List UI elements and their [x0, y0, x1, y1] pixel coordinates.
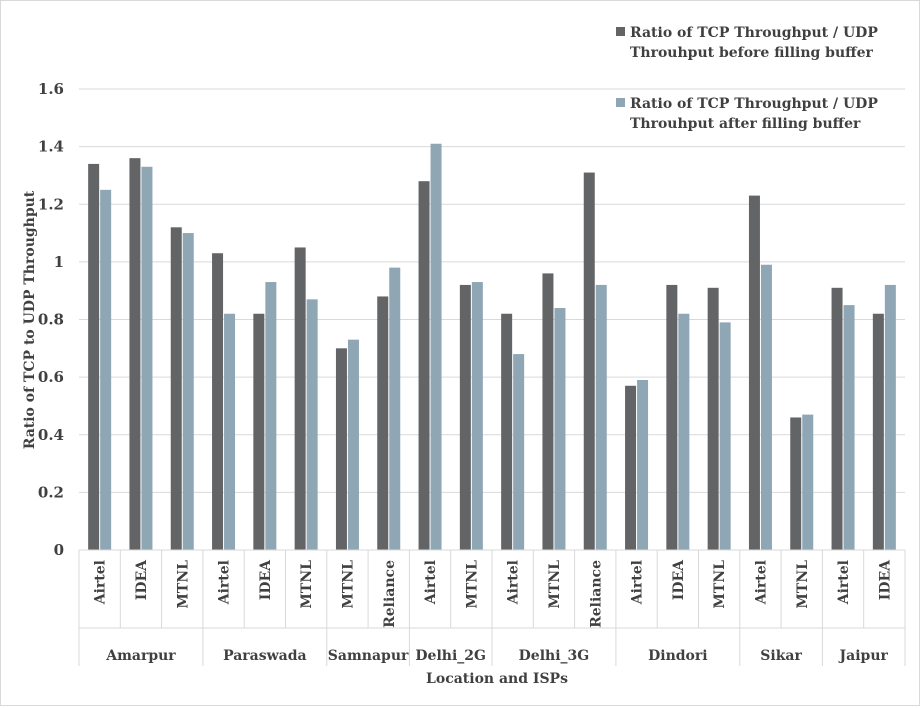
- bar-series-2: [182, 233, 194, 550]
- bar-series-2: [554, 307, 566, 550]
- y-tick-label: 0: [54, 541, 64, 559]
- bar-series-2: [678, 313, 690, 550]
- bar-series-1: [625, 385, 637, 550]
- x-axis: Airtel IDEA MTNL Airtel IDEA MTNL MTNL Reliance…: [78, 549, 906, 666]
- bars: [88, 143, 896, 551]
- y-tick-label: 1.6: [38, 80, 64, 98]
- bar-series-1: [748, 195, 760, 550]
- bar-series-1: [459, 284, 471, 550]
- bar-series-2: [760, 264, 772, 550]
- bar-series-2: [843, 305, 855, 550]
- legend-label: Ratio of TCP Throughput / UDP: [630, 25, 878, 41]
- bar-series-2: [719, 322, 731, 550]
- x-category-label: MTNL: [547, 560, 563, 609]
- bar-series-1: [501, 313, 513, 550]
- legend-swatch: [616, 27, 625, 36]
- x-group-label: Delhi_3G: [519, 648, 590, 664]
- x-category-label: MTNL: [340, 560, 356, 609]
- bar-series-2: [389, 267, 401, 550]
- bar-series-2: [306, 299, 318, 550]
- y-tick-label: 1.4: [38, 138, 64, 156]
- x-category-label: Airtel: [423, 560, 439, 605]
- bar-series-1: [583, 172, 595, 550]
- x-category-label: Reliance: [588, 560, 604, 628]
- gridlines: [79, 88, 905, 551]
- x-group-label: Amarpur: [105, 648, 176, 664]
- x-category-label: Airtel: [836, 560, 852, 605]
- y-tick-label: 1.2: [38, 195, 64, 213]
- x-category-label: Airtel: [93, 560, 109, 605]
- x-category-label: Airtel: [630, 560, 646, 605]
- bar-series-2: [513, 354, 525, 550]
- bar-series-1: [831, 287, 843, 550]
- x-category-label: IDEA: [877, 559, 893, 600]
- x-category-label: MTNL: [795, 560, 811, 609]
- y-tick-label: 0.6: [38, 368, 64, 386]
- x-category-label: Airtel: [506, 560, 522, 605]
- x-category-label: IDEA: [258, 559, 274, 600]
- y-axis-title: Ratio of TCP to UDP Throughput: [22, 190, 38, 449]
- bar-series-1: [666, 284, 678, 550]
- bar-series-2: [471, 282, 483, 550]
- bar-series-1: [707, 287, 719, 550]
- bar-series-1: [542, 273, 554, 550]
- bar-series-2: [141, 166, 153, 550]
- x-group-label: Samnapur: [328, 648, 409, 664]
- bar-series-2: [265, 282, 277, 550]
- bar-series-1: [377, 296, 389, 550]
- x-category-label: MTNL: [464, 560, 480, 609]
- x-axis-title: Location and ISPs: [426, 671, 568, 687]
- x-category-label: MTNL: [712, 560, 728, 609]
- bar-series-1: [294, 247, 306, 550]
- bar-series-2: [347, 339, 359, 550]
- y-tick-label: 0.4: [38, 426, 64, 444]
- bar-series-1: [212, 253, 224, 550]
- y-tick-label: 0.8: [38, 311, 64, 329]
- bar-series-1: [129, 158, 141, 550]
- bar-series-2: [884, 284, 896, 550]
- bar-series-2: [802, 414, 814, 550]
- legend: Ratio of TCP Throughput / UDP Throuhput b…: [616, 25, 878, 132]
- y-tick-label: 0.2: [38, 483, 64, 501]
- x-category-label: MTNL: [299, 560, 315, 609]
- bar-series-2: [595, 284, 607, 550]
- bar-series-1: [335, 348, 347, 550]
- bar-series-2: [224, 313, 236, 550]
- bar-series-2: [430, 143, 442, 550]
- bar-series-2: [100, 189, 112, 550]
- bar-series-1: [253, 313, 265, 550]
- x-category-label: Reliance: [382, 560, 398, 628]
- x-category-label: IDEA: [671, 559, 687, 600]
- legend-label: Throuhput after filling buffer: [630, 116, 861, 132]
- x-category-label: MTNL: [175, 560, 191, 609]
- bar-series-1: [790, 417, 802, 550]
- x-category-label: IDEA: [134, 559, 150, 600]
- x-group-label: Dindori: [648, 648, 707, 664]
- legend-swatch: [616, 98, 625, 107]
- bar-series-1: [88, 163, 100, 550]
- x-group-label: Sikar: [760, 648, 802, 664]
- x-group-label: Jaipur: [838, 648, 889, 664]
- x-group-label: Delhi_2G: [415, 648, 486, 664]
- bar-series-2: [637, 380, 649, 550]
- y-axis-ticks: 0 0.2 0.4 0.6 0.8 1 1.2 1.4 1.6: [38, 80, 64, 559]
- legend-label: Throuhput before filling buffer: [630, 45, 874, 61]
- bar-series-1: [170, 227, 182, 551]
- x-category-label: Airtel: [753, 560, 769, 605]
- x-category-label: Airtel: [217, 560, 233, 605]
- x-group-label: Paraswada: [223, 648, 307, 664]
- bar-series-1: [418, 181, 430, 550]
- y-tick-label: 1: [54, 253, 64, 271]
- legend-label: Ratio of TCP Throughput / UDP: [630, 96, 878, 112]
- bar-series-1: [872, 313, 884, 550]
